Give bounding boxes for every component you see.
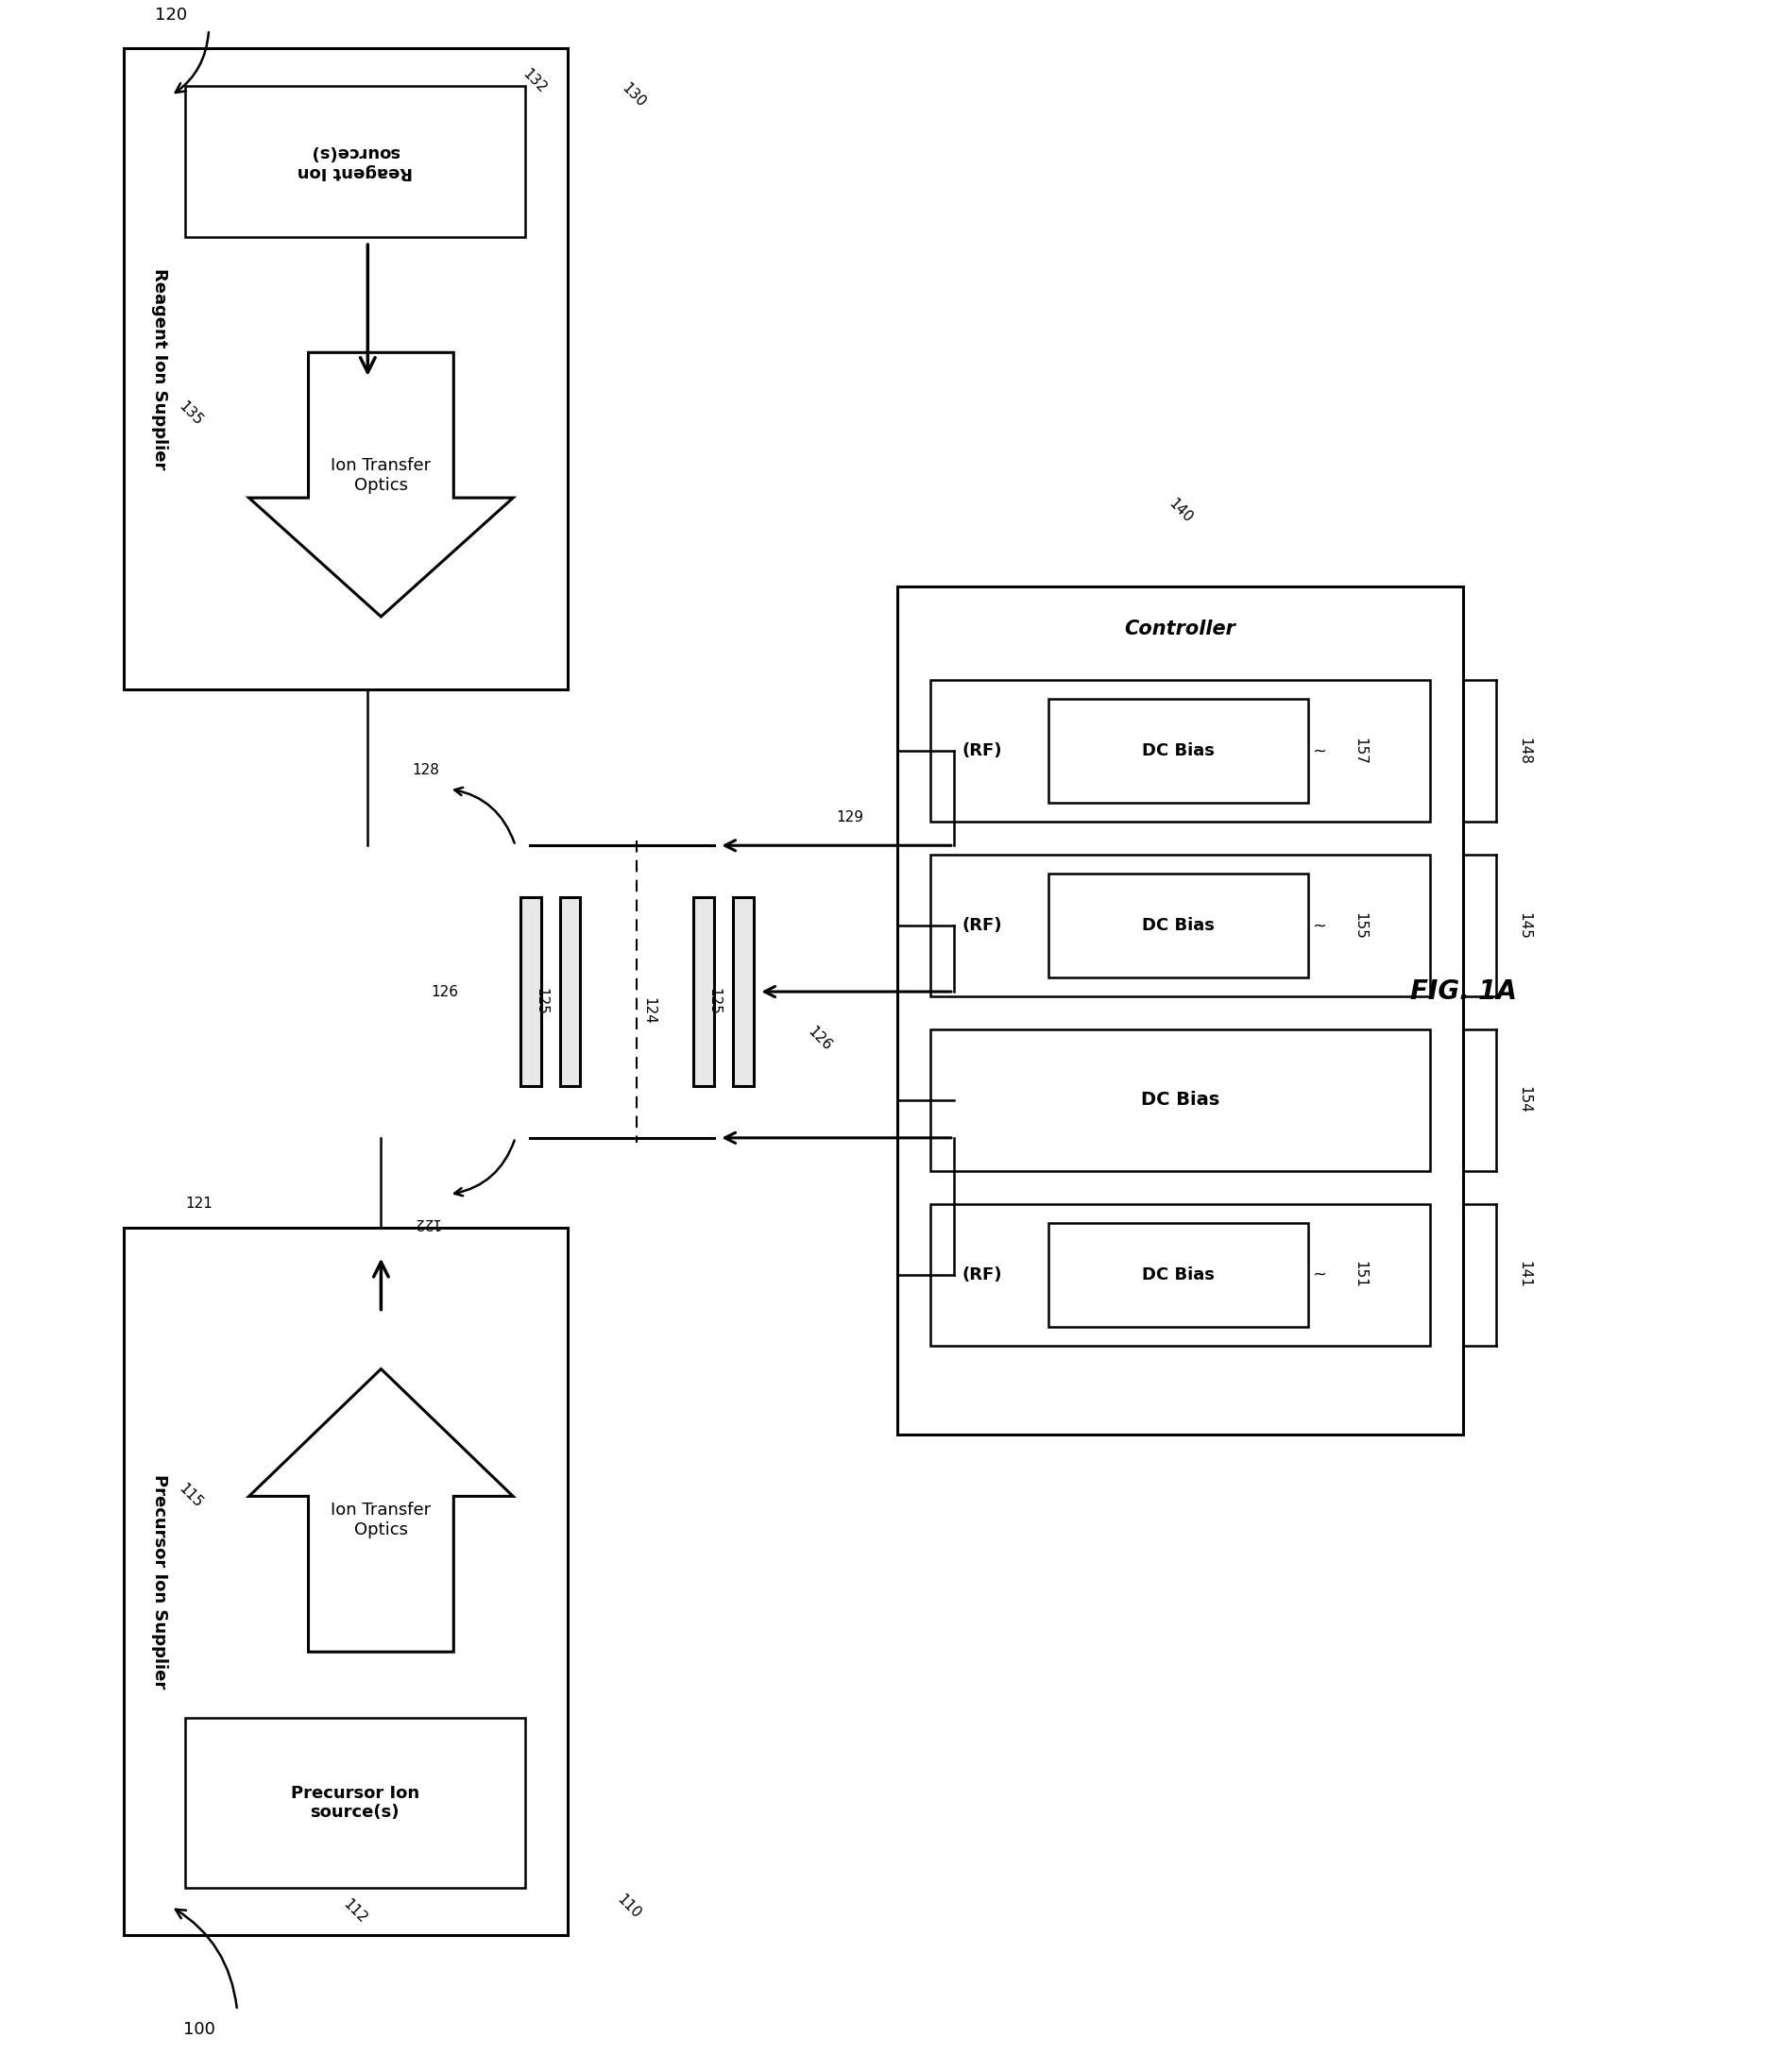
Text: ~: ~: [1312, 918, 1326, 934]
Bar: [898, 586, 1463, 1436]
Bar: [186, 1718, 524, 1888]
Text: ~: ~: [1312, 1266, 1326, 1283]
Text: 148: 148: [1518, 738, 1532, 765]
Text: DC Bias: DC Bias: [1141, 1092, 1220, 1109]
Text: 135: 135: [175, 400, 205, 429]
Text: 151: 151: [1353, 1262, 1367, 1289]
Text: 132: 132: [521, 66, 549, 95]
Text: 130: 130: [620, 81, 648, 110]
Text: Reagent Ion Supplier: Reagent Ion Supplier: [151, 269, 168, 470]
Text: 129: 129: [836, 810, 864, 825]
Bar: [733, 897, 754, 1086]
Text: 122: 122: [413, 1216, 439, 1231]
Text: DC Bias: DC Bias: [1142, 918, 1215, 934]
Text: (RF): (RF): [962, 918, 1002, 934]
Text: Reagent Ion
source(s): Reagent Ion source(s): [298, 143, 413, 180]
Text: 154: 154: [1518, 1086, 1532, 1115]
Polygon shape: [250, 1370, 514, 1651]
Text: 100: 100: [184, 2020, 216, 2037]
Text: 140: 140: [1165, 495, 1195, 526]
Bar: [124, 48, 567, 690]
Bar: [694, 897, 714, 1086]
Text: (RF): (RF): [962, 742, 1002, 760]
Text: Ion Transfer
Optics: Ion Transfer Optics: [331, 1502, 430, 1537]
Text: 124: 124: [641, 997, 655, 1024]
Polygon shape: [250, 352, 514, 617]
Text: 141: 141: [1518, 1262, 1532, 1289]
Text: 112: 112: [340, 1896, 370, 1927]
Bar: [930, 1030, 1431, 1171]
Text: 157: 157: [1353, 738, 1367, 765]
Bar: [930, 856, 1431, 997]
Text: DC Bias: DC Bias: [1142, 1266, 1215, 1283]
Text: 121: 121: [186, 1198, 213, 1210]
Bar: [1048, 874, 1309, 978]
Text: (RF): (RF): [962, 1266, 1002, 1283]
Bar: [124, 1227, 567, 1935]
Bar: [1048, 698, 1309, 804]
Text: ~: ~: [1312, 742, 1326, 760]
Text: 125: 125: [707, 988, 721, 1015]
Bar: [560, 897, 581, 1086]
Bar: [930, 680, 1431, 823]
Text: Ion Transfer
Optics: Ion Transfer Optics: [331, 456, 430, 493]
Bar: [521, 897, 540, 1086]
Text: 145: 145: [1518, 912, 1532, 939]
Bar: [1048, 1222, 1309, 1326]
Text: DC Bias: DC Bias: [1142, 742, 1215, 760]
Text: 120: 120: [154, 6, 188, 25]
Text: 110: 110: [615, 1892, 643, 1921]
Text: Precursor Ion
source(s): Precursor Ion source(s): [290, 1784, 420, 1821]
Text: 125: 125: [533, 988, 547, 1015]
Text: 155: 155: [1353, 912, 1367, 939]
Text: 126: 126: [430, 984, 459, 999]
Text: Controller: Controller: [1125, 620, 1236, 638]
Bar: [930, 1204, 1431, 1345]
Text: 115: 115: [175, 1481, 205, 1510]
Text: Precursor Ion Supplier: Precursor Ion Supplier: [151, 1473, 168, 1689]
Bar: [186, 87, 524, 236]
Text: FIG. 1A: FIG. 1A: [1410, 978, 1516, 1005]
Text: 128: 128: [413, 762, 439, 777]
Text: 126: 126: [806, 1024, 834, 1053]
